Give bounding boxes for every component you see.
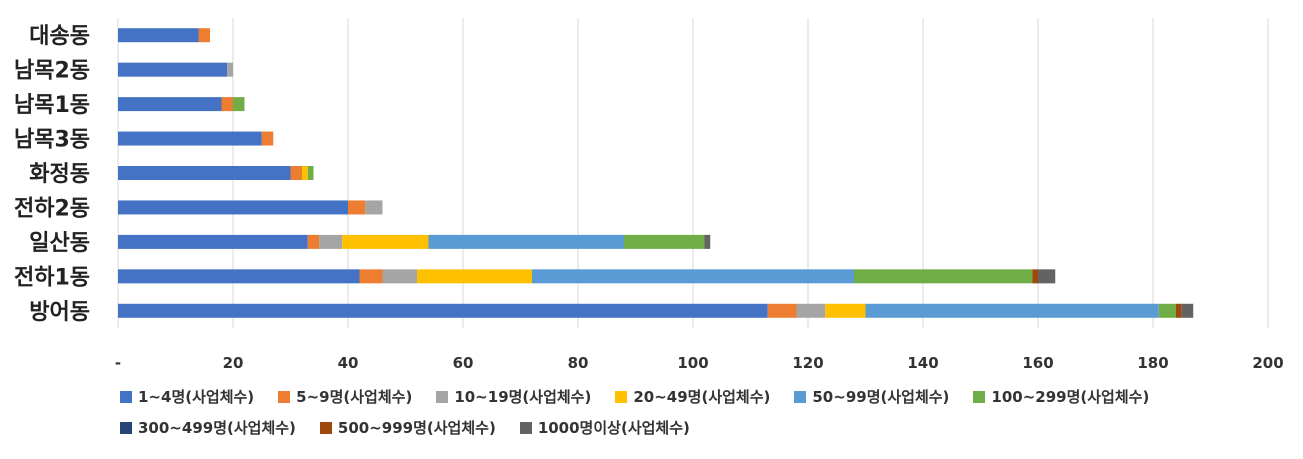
bar-segment: [233, 97, 245, 112]
legend-item: 1000명이상(사업체수): [519, 417, 690, 438]
category-label: 남목2동: [14, 59, 90, 84]
bar-segment: [382, 269, 417, 284]
bar-segment: [118, 269, 360, 284]
bar-segment: [118, 303, 768, 318]
category-label: 대송동: [29, 24, 90, 49]
x-tick-label: 40: [338, 354, 359, 372]
category-label: 전하1동: [14, 265, 90, 290]
category-label: 전하2동: [14, 196, 90, 221]
legend-item: 500~999명(사업체수): [319, 417, 496, 438]
legend-item: 5~9명(사업체수): [278, 386, 412, 407]
bar-segment: [261, 131, 274, 146]
x-tick-label: 80: [568, 354, 589, 372]
legend-swatch: [278, 390, 291, 403]
legend-item: 1~4명(사업체수): [120, 386, 254, 407]
bar-segment: [865, 303, 1159, 318]
bar-segment: [118, 166, 291, 180]
bar-segment: [624, 234, 705, 249]
x-tick-label: 140: [907, 354, 938, 372]
legend-swatch: [436, 390, 449, 403]
category-label: 화정동: [29, 162, 90, 187]
bar-segment: [227, 62, 233, 77]
bar-segment: [1158, 303, 1176, 318]
chart-legend: 1~4명(사업체수) 5~9명(사업체수) 10~19명(사업체수) 20~49명(사…: [120, 386, 1270, 438]
bar-segment: [221, 97, 233, 112]
bar-segment: [348, 200, 366, 215]
bar-segment: [118, 97, 222, 112]
bar-segment: [342, 234, 429, 249]
bar-segment: [307, 234, 320, 249]
x-tick-label: 60: [453, 354, 474, 372]
category-label: 남목3동: [14, 128, 90, 153]
bar-segment: [359, 269, 383, 284]
category-label: 방어동: [29, 300, 90, 325]
x-tick-label: 100: [677, 354, 708, 372]
bar-segment: [290, 166, 302, 180]
legend-swatch: [615, 390, 628, 403]
bar-segment: [417, 269, 532, 284]
bar-segment: [302, 166, 308, 180]
bar-segment: [118, 200, 348, 215]
x-tick-label: 160: [1022, 354, 1053, 372]
bar-segment: [365, 200, 383, 215]
bar-segment: [118, 234, 308, 249]
bar-segment: [1032, 269, 1038, 284]
legend-label: 500~999명(사업체수): [337, 419, 496, 437]
legend-label: 100~299명(사업체수): [991, 388, 1150, 406]
bar-segment: [1181, 303, 1194, 318]
bar-segment: [198, 28, 210, 43]
bar-segment: [118, 28, 199, 43]
legend-label: 20~49명(사업체수): [633, 388, 771, 406]
x-tick-label: 200: [1252, 354, 1283, 372]
bar-segment: [1038, 269, 1056, 284]
bar-segment: [532, 269, 854, 284]
bar-segment: [704, 234, 711, 249]
bar-segment: [767, 303, 797, 318]
bar-segment: [118, 131, 262, 146]
legend-label: 5~9명(사업체수): [296, 388, 413, 406]
bar-segment: [854, 269, 1033, 284]
bar-segment: [1176, 303, 1182, 318]
legend-swatch: [794, 390, 807, 403]
legend-item: 10~19명(사업체수): [436, 386, 591, 407]
stacked-bar-chart: - 20 40 60 80 100 120 140 160 180 200 대송동남목2동남목1동남목…: [14, 18, 1284, 372]
legend-item: 50~99명(사업체수): [794, 386, 949, 407]
legend-swatch: [120, 390, 132, 403]
x-tick-label: -: [115, 354, 121, 372]
x-tick-label: 120: [792, 354, 823, 372]
legend-label: 50~99명(사업체수): [812, 388, 950, 406]
bar-segment: [825, 303, 866, 318]
legend-label: 1000명이상(사업체수): [537, 419, 690, 437]
legend-item: 20~49명(사업체수): [615, 386, 770, 407]
legend-swatch: [519, 421, 532, 434]
bar-segment: [796, 303, 826, 318]
legend-swatch: [120, 421, 132, 434]
legend-item: 300~499명(사업체수): [120, 417, 296, 438]
x-tick-label: 20: [223, 354, 244, 372]
bar-segment: [319, 234, 343, 249]
category-label: 일산동: [29, 231, 90, 256]
category-label: 남목1동: [14, 93, 90, 118]
x-tick-label: 180: [1137, 354, 1168, 372]
legend-swatch: [973, 390, 986, 403]
legend-swatch: [319, 421, 332, 434]
legend-label: 10~19명(사업체수): [454, 388, 592, 406]
bar-segment: [118, 62, 228, 77]
bar-segment: [307, 166, 314, 180]
legend-label: 1~4명(사업체수): [138, 388, 255, 406]
bar-segment: [428, 234, 624, 249]
legend-label: 300~499명(사업체수): [138, 419, 296, 437]
legend-item: 100~299명(사업체수): [973, 386, 1149, 407]
